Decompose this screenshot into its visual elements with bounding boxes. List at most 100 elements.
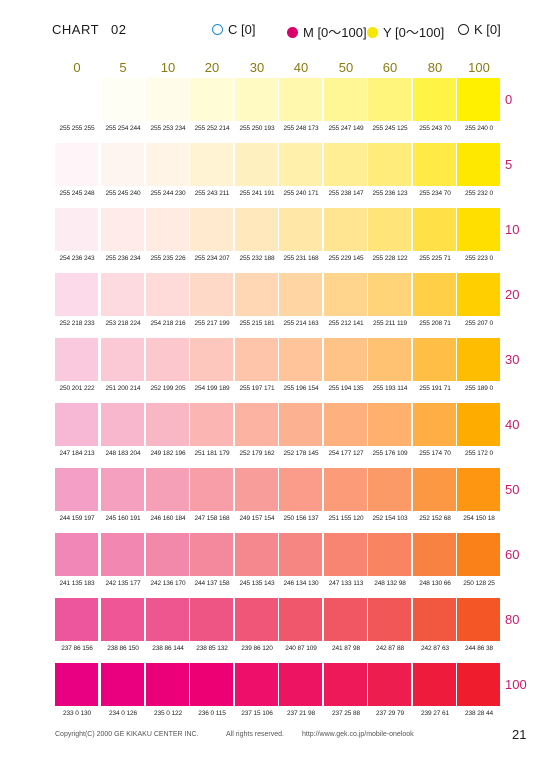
rgb-value: 255 197 171 [239,385,275,392]
column-header: 60 [382,60,398,75]
color-swatch [368,78,411,121]
rgb-value: 245 160 191 [105,515,141,522]
color-swatch [190,78,233,121]
color-swatch [368,208,411,251]
rgb-value: 255 214 163 [283,320,319,327]
color-swatch [279,338,322,381]
rgb-value: 248 183 204 [105,450,141,457]
color-swatch [324,338,367,381]
column-header: 0 [73,60,81,75]
color-swatch [279,468,322,511]
rgb-value: 235 0 122 [153,710,183,717]
color-swatch [146,208,189,251]
rgb-value: 244 137 158 [194,580,230,587]
rgb-value: 253 218 224 [105,320,141,327]
column-header: 50 [338,60,354,75]
color-swatch [279,208,322,251]
rgb-value: 238 86 150 [107,645,139,652]
color-swatch [190,338,233,381]
color-swatch [457,338,500,381]
color-swatch [55,663,98,706]
color-swatch [101,598,144,641]
rgb-value: 255 255 255 [59,125,95,132]
color-swatch [235,533,278,576]
rgb-value: 251 200 214 [105,385,141,392]
color-swatch [324,273,367,316]
legend-yellow: Y [0〜100] [367,22,444,41]
color-swatch [55,468,98,511]
color-swatch [55,78,98,121]
rgb-value: 255 174 70 [419,450,451,457]
rgb-value: 251 155 120 [328,515,364,522]
rgb-value: 242 135 177 [105,580,141,587]
color-swatch [55,403,98,446]
rgb-value: 255 240 171 [283,190,319,197]
rgb-value: 250 201 222 [59,385,95,392]
rgb-value: 250 156 137 [283,515,319,522]
rgb-value: 252 152 68 [419,515,451,522]
rgb-value: 255 243 70 [419,125,451,132]
color-swatch [279,273,322,316]
rgb-value: 255 194 135 [328,385,364,392]
rgb-value: 255 247 149 [328,125,364,132]
color-swatch [101,143,144,186]
color-swatch [235,338,278,381]
color-swatch [457,403,500,446]
rgb-value: 249 182 196 [150,450,186,457]
color-swatch [235,143,278,186]
color-swatch [146,143,189,186]
color-swatch [235,208,278,251]
rgb-value: 255 250 193 [239,125,275,132]
rgb-value: 254 199 189 [194,385,230,392]
color-swatch [146,468,189,511]
color-swatch [146,663,189,706]
rgb-value: 255 241 191 [239,190,275,197]
color-swatch [190,403,233,446]
color-swatch [146,273,189,316]
color-swatch [235,403,278,446]
rgb-value: 247 184 213 [59,450,95,457]
footer-url[interactable]: http://www.gek.co.jp/mobile-onelook [302,731,414,738]
rgb-value: 251 181 179 [194,450,230,457]
row-header: 60 [505,547,520,562]
color-swatch [101,663,144,706]
rgb-value: 238 85 132 [196,645,228,652]
rgb-value: 255 245 125 [372,125,408,132]
row-header: 50 [505,482,520,497]
color-swatch [368,598,411,641]
rgb-value: 255 240 0 [464,125,494,132]
rgb-value: 255 245 240 [105,190,141,197]
rgb-value: 255 225 71 [419,255,451,262]
color-swatch [324,208,367,251]
color-swatch [368,468,411,511]
rgb-value: 254 218 216 [150,320,186,327]
circle-icon [458,24,469,35]
color-swatch [324,533,367,576]
column-header: 40 [293,60,309,75]
color-swatch [190,273,233,316]
color-swatch [55,338,98,381]
legend-label: C [0] [228,22,256,37]
color-swatch [413,273,456,316]
rgb-value: 247 158 168 [194,515,230,522]
color-swatch [413,468,456,511]
rgb-value: 255 232 0 [464,190,494,197]
color-swatch [146,338,189,381]
color-swatch [324,598,367,641]
rgb-value: 255 228 122 [372,255,408,262]
color-swatch [413,403,456,446]
rgb-value: 240 87 109 [285,645,317,652]
color-swatch [190,663,233,706]
rgb-value: 254 150 18 [463,515,495,522]
column-header: 80 [427,60,443,75]
color-swatch [368,273,411,316]
color-swatch [413,78,456,121]
column-header: 20 [204,60,220,75]
color-swatch [368,403,411,446]
rgb-value: 255 208 71 [419,320,451,327]
rgb-value: 252 179 162 [239,450,275,457]
rgb-value: 255 253 234 [150,125,186,132]
color-swatch [457,78,500,121]
color-swatch [457,208,500,251]
color-swatch [101,533,144,576]
